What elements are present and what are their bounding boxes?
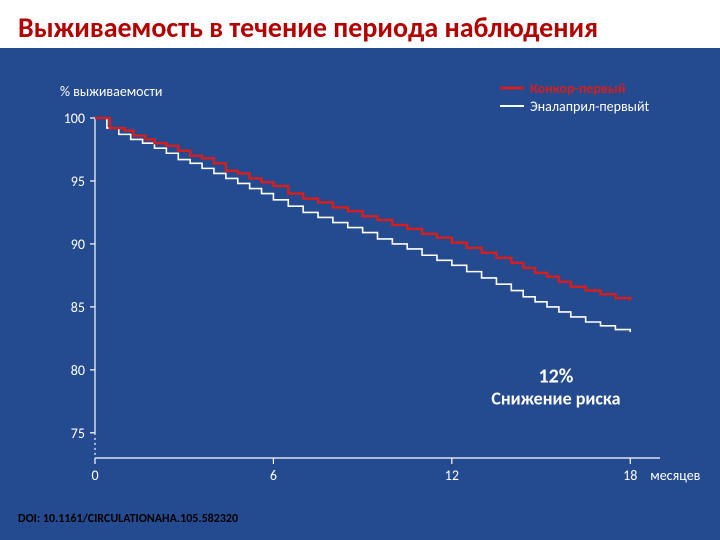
x-axis-label: месяцев (650, 467, 700, 484)
x-tick-label: 6 (270, 467, 277, 484)
y-tick-label: 95 (71, 173, 85, 190)
legend-label: Конкор-первый (530, 80, 626, 97)
legend-label: Эналаприл-первыйt (530, 98, 650, 115)
annotation-percent: 12% (538, 364, 573, 388)
y-tick-label: 85 (71, 299, 85, 316)
y-tick-label: 80 (71, 362, 85, 379)
chart-area: 75 80 85 90 95 100 0 6 12 18 % выживаемости месяцев… (0, 48, 720, 540)
y-tick-label: 100 (64, 110, 85, 127)
y-axis-label: % выживаемости (60, 83, 162, 100)
title-bar: Выживаемость в течение периода наблюдени… (0, 0, 720, 55)
doi-citation: DOI: 10.1161/CIRCULATIONAHA.105.582320 (18, 512, 238, 526)
slide: Выживаемость в течение периода наблюдени… (0, 0, 720, 540)
x-tick-label: 18 (623, 467, 637, 484)
annotation-caption: Снижение риска (491, 387, 620, 409)
y-tick-label: 75 (71, 425, 85, 442)
survival-chart: 75 80 85 90 95 100 0 6 12 18 % выживаемости месяцев… (0, 48, 720, 540)
x-tick-label: 12 (445, 467, 459, 484)
y-tick-label: 90 (71, 236, 85, 253)
page-title: Выживаемость в течение периода наблюдени… (18, 10, 598, 45)
x-tick-label: 0 (91, 467, 98, 484)
